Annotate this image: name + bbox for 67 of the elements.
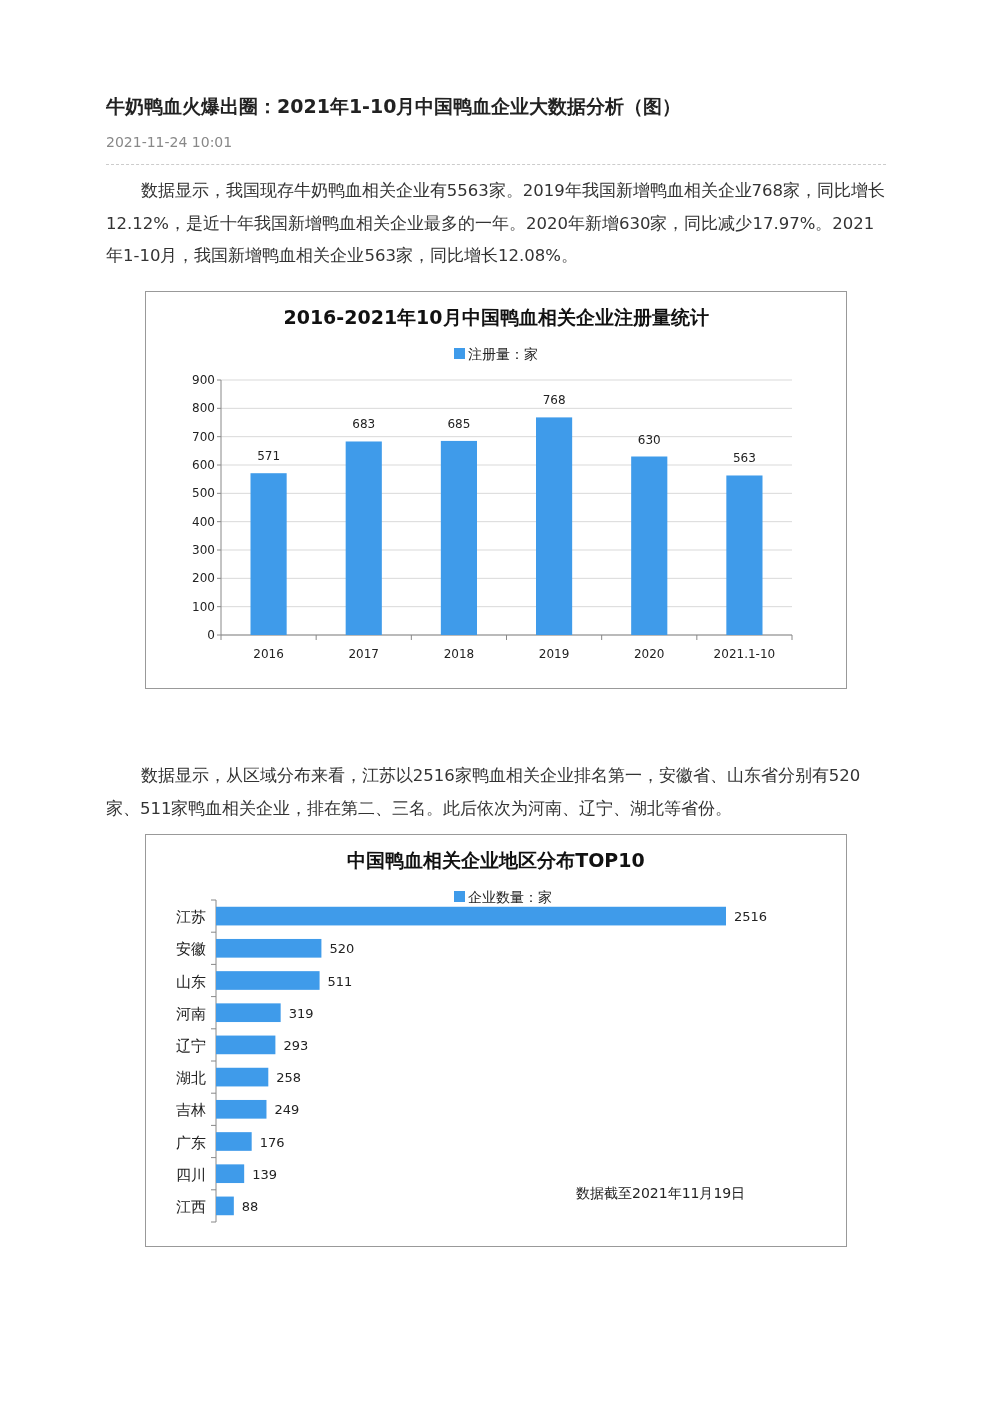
x-tick-label: 2019 xyxy=(538,647,570,661)
data-label: 258 xyxy=(276,1070,302,1086)
bar xyxy=(250,473,287,635)
y-tick-label: 700 xyxy=(192,429,215,444)
data-label: 293 xyxy=(283,1037,309,1053)
bar xyxy=(216,1099,267,1119)
x-tick-label: 2021.1-10 xyxy=(713,647,776,661)
text: 牛奶鸭血火爆出圈：2021年1-10月中国鸭血企业大数据分析（图） xyxy=(106,94,683,119)
data-label: 563 xyxy=(732,451,756,466)
bar xyxy=(216,1067,269,1087)
data-label: 630 xyxy=(637,432,661,447)
y-tick-label: 300 xyxy=(192,543,215,557)
y-tick-label: 200 xyxy=(192,571,215,586)
chart-title: 中国鸭血相关企业地区分布TOP10 xyxy=(347,849,645,871)
y-tick-label: 安徽 xyxy=(176,940,206,959)
data-label: 249 xyxy=(274,1102,300,1118)
bar xyxy=(216,906,726,926)
y-tick-label: 500 xyxy=(192,486,215,501)
y-tick-label: 吉林 xyxy=(176,1101,206,1120)
text: 数据显示，我国现存牛奶鸭血相关企业有5563家。2019年我国新增鸭血相关企业768家，同比增长12.12%，是近十年我国新增鸭血相关企业最多的一年。2020年新增630家，同比减少17.97%。2021年1-10月，我国新增鸭血相关企业563家，同比增长12.08%。 xyxy=(106,180,886,267)
bar xyxy=(345,441,382,635)
bar xyxy=(216,1132,252,1151)
x-tick-label: 2017 xyxy=(348,647,380,661)
bar xyxy=(216,938,322,958)
y-tick-label: 800 xyxy=(192,401,215,416)
data-label: 520 xyxy=(329,941,355,957)
bar xyxy=(216,1164,245,1184)
data-label: 2516 xyxy=(734,909,768,925)
y-tick-label: 广东 xyxy=(176,1133,206,1152)
y-tick-label: 山东 xyxy=(176,972,206,991)
y-tick-label: 900 xyxy=(192,373,215,387)
bar xyxy=(440,440,477,635)
y-tick-label: 400 xyxy=(192,514,215,529)
bar xyxy=(726,475,763,635)
y-tick-label: 0 xyxy=(207,628,215,642)
x-tick-label: 2020 xyxy=(633,647,665,661)
data-label: 319 xyxy=(288,1005,314,1021)
data-label: 571 xyxy=(257,449,281,464)
data-label: 176 xyxy=(259,1134,285,1150)
y-tick-label: 100 xyxy=(192,599,215,614)
y-tick-label: 河南 xyxy=(176,1004,206,1023)
chart-title: 2016-2021年10月中国鸭血相关企业注册量统计 xyxy=(283,306,709,328)
x-tick-label: 2016 xyxy=(253,647,284,661)
y-tick-label: 湖北 xyxy=(176,1069,206,1088)
y-tick-label: 600 xyxy=(192,458,215,472)
y-tick-label: 四川 xyxy=(176,1165,206,1184)
data-label: 88 xyxy=(241,1198,259,1214)
x-tick-label: 2018 xyxy=(443,647,475,661)
bar xyxy=(631,456,668,635)
legend-label: 企业数量：家 xyxy=(468,889,552,905)
data-label: 685 xyxy=(447,416,471,431)
data-label: 139 xyxy=(252,1166,277,1182)
bar xyxy=(216,971,320,990)
y-tick-label: 江西 xyxy=(176,1197,206,1216)
text: 数据显示，从区域分布来看，江苏以2516家鸭血相关企业排名第一，安徽省、山东省分别有520家、511家鸭血相关企业，排在第二、三名。此后依次为河南、辽宁、湖北等省份。 xyxy=(106,765,862,820)
bar xyxy=(216,1035,276,1055)
bar xyxy=(216,1196,234,1216)
y-tick-label: 江苏 xyxy=(176,908,206,927)
legend-label: 注册量：家 xyxy=(468,346,538,362)
data-label: 683 xyxy=(352,417,376,432)
bar xyxy=(216,1003,281,1023)
annotation: 数据截至2021年11月19日 xyxy=(576,1185,746,1201)
y-tick-label: 辽宁 xyxy=(176,1036,206,1055)
text: 2021-11-24 10:01 xyxy=(106,133,234,152)
data-label: 768 xyxy=(542,393,566,408)
data-label: 511 xyxy=(327,973,353,989)
bar xyxy=(536,417,573,635)
